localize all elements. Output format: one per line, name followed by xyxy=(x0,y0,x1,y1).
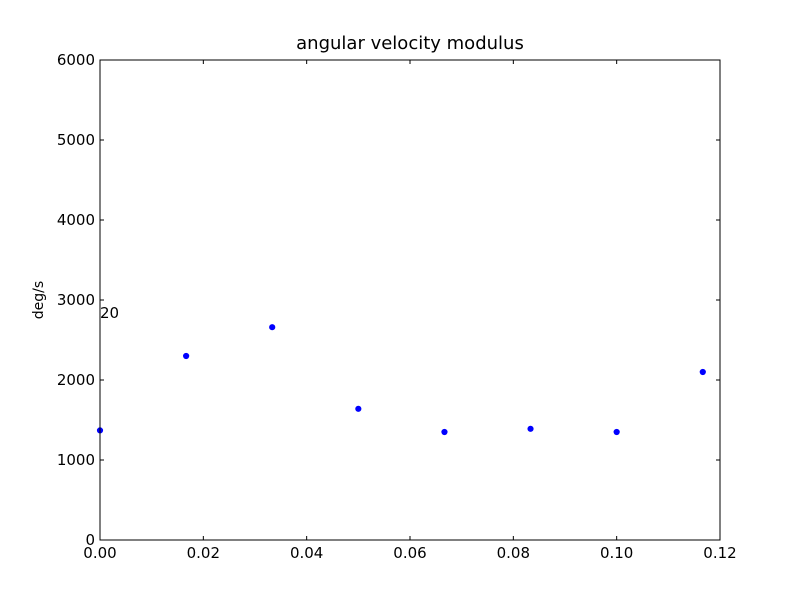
data-point xyxy=(699,368,706,376)
data-point xyxy=(183,352,190,360)
data-point xyxy=(355,405,362,412)
y-tick-label: 5000 xyxy=(57,131,95,149)
data-point xyxy=(613,428,620,436)
axes-frame xyxy=(99,59,721,541)
plot-area: 0.00 0.02 0.04 0.06 0.08 0.10 0.12 0 1000 2000 300… xyxy=(57,51,737,562)
y-axis-label: deg/s xyxy=(31,281,47,319)
data-point xyxy=(441,428,448,436)
data-point xyxy=(269,324,276,331)
x-tick-label: 0.12 xyxy=(703,544,736,562)
x-tick-label: 0.02 xyxy=(187,544,220,562)
x-tick-label: 0.06 xyxy=(393,544,426,562)
x-tick-label: 0.04 xyxy=(290,544,323,562)
y-tick-label: 6000 xyxy=(57,51,95,69)
y-tick-label: 1000 xyxy=(57,451,95,469)
y-tick-label: 3000 xyxy=(57,291,95,309)
annotation-label: 20 xyxy=(100,304,119,322)
chart-title: angular velocity modulus xyxy=(296,33,524,54)
x-tick-label: 0.10 xyxy=(600,544,633,562)
y-tick-label: 2000 xyxy=(57,371,95,389)
x-tick-label: 0.00 xyxy=(83,544,116,562)
x-tick-label: 0.08 xyxy=(497,544,530,562)
data-point xyxy=(527,425,534,432)
y-tick-label: 4000 xyxy=(57,211,95,229)
y-tick-label: 0 xyxy=(85,531,95,549)
